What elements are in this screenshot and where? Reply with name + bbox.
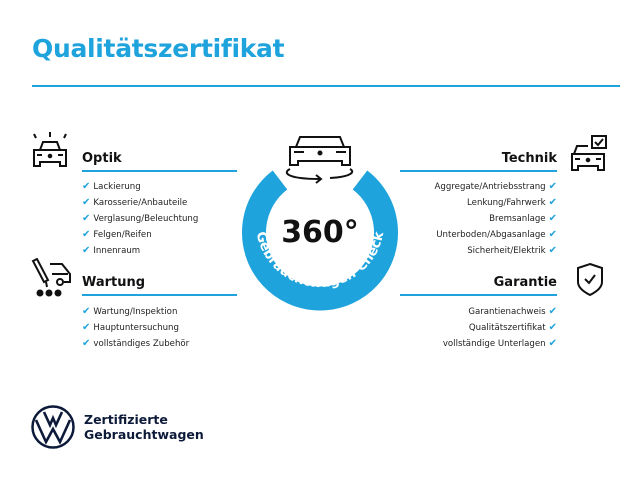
garantie-list: Garantienachweis ✔ Qualitätszertifikat ✔ v… xyxy=(380,304,557,352)
list-item: Aggregate/Antriebsstrang ✔ xyxy=(434,181,557,192)
technik-list: Aggregate/Antriebsstrang ✔ Lenkung/Fahrwe… xyxy=(380,179,557,259)
vw-logo xyxy=(31,405,75,449)
check-icon: ✔ xyxy=(548,197,557,208)
page-title: Qualitätszertifikat xyxy=(32,34,285,63)
technik-divider xyxy=(400,170,557,172)
check-icon: ✔ xyxy=(82,229,91,240)
title-divider xyxy=(32,85,620,87)
brand-line-1: Zertifizierte xyxy=(84,412,168,427)
badge-ring xyxy=(242,170,398,311)
list-item: Garantienachweis ✔ xyxy=(468,306,557,317)
360-check-badge: 360° Gebrauchtwagen-Check xyxy=(242,136,398,311)
check-icon: ✔ xyxy=(82,197,91,208)
section-heading-technik: Technik xyxy=(501,151,557,166)
check-icon: ✔ xyxy=(82,213,91,224)
check-icon: ✔ xyxy=(548,213,557,224)
shield-check-icon xyxy=(577,262,603,296)
optik-list: ✔ Lackierung ✔ Karosserie/Anbauteile ✔ Verg… xyxy=(82,179,198,259)
list-item: ✔ Felgen/Reifen xyxy=(82,229,152,240)
brand-text: Zertifizierte Gebrauchtwagen xyxy=(84,412,204,442)
list-item: ✔ Lackierung xyxy=(82,181,141,192)
brand-line-2: Gebrauchtwagen xyxy=(84,427,204,442)
check-icon: ✔ xyxy=(82,181,91,192)
garantie-divider xyxy=(400,294,557,296)
maintenance-icon xyxy=(31,258,71,297)
list-item: Sicherheit/Elektrik ✔ xyxy=(467,245,557,256)
check-icon: ✔ xyxy=(548,245,557,256)
list-item: ✔ Hauptuntersuchung xyxy=(82,322,179,333)
list-item: Lenkung/Fahrwerk ✔ xyxy=(467,197,557,208)
list-item: Qualitätszertifikat ✔ xyxy=(468,322,557,333)
list-item: ✔ Innenraum xyxy=(82,245,141,256)
list-item: ✔ Karosserie/Anbauteile xyxy=(82,197,188,208)
check-icon: ✔ xyxy=(82,306,91,317)
check-icon: ✔ xyxy=(82,322,91,333)
wartung-list: ✔ Wartung/Inspektion ✔ Hauptuntersuchung ✔… xyxy=(82,304,189,352)
check-icon: ✔ xyxy=(548,229,557,240)
section-heading-wartung: Wartung xyxy=(82,275,146,290)
list-item: Bremsanlage ✔ xyxy=(489,213,557,224)
optik-divider xyxy=(82,170,237,172)
check-icon: ✔ xyxy=(548,306,557,317)
check-icon: ✔ xyxy=(82,338,91,349)
check-icon: ✔ xyxy=(548,322,557,333)
check-icon: ✔ xyxy=(548,181,557,192)
section-heading-garantie: Garantie xyxy=(493,275,557,290)
list-item: vollständige Unterlagen ✔ xyxy=(442,338,557,349)
section-heading-optik: Optik xyxy=(82,151,122,166)
check-icon: ✔ xyxy=(548,338,557,349)
car-rotate-icon xyxy=(285,136,354,184)
list-item: ✔ vollständiges Zubehör xyxy=(82,338,190,349)
car-lights-icon xyxy=(33,132,67,167)
badge-360: 360° xyxy=(281,215,359,250)
list-item: Unterboden/Abgasanlage ✔ xyxy=(436,229,557,240)
check-icon: ✔ xyxy=(82,245,91,256)
list-item: ✔ Verglasung/Beleuchtung xyxy=(82,213,199,224)
wartung-divider xyxy=(82,294,237,296)
car-checkbox-icon xyxy=(571,135,607,171)
list-item: ✔ Wartung/Inspektion xyxy=(82,306,178,317)
